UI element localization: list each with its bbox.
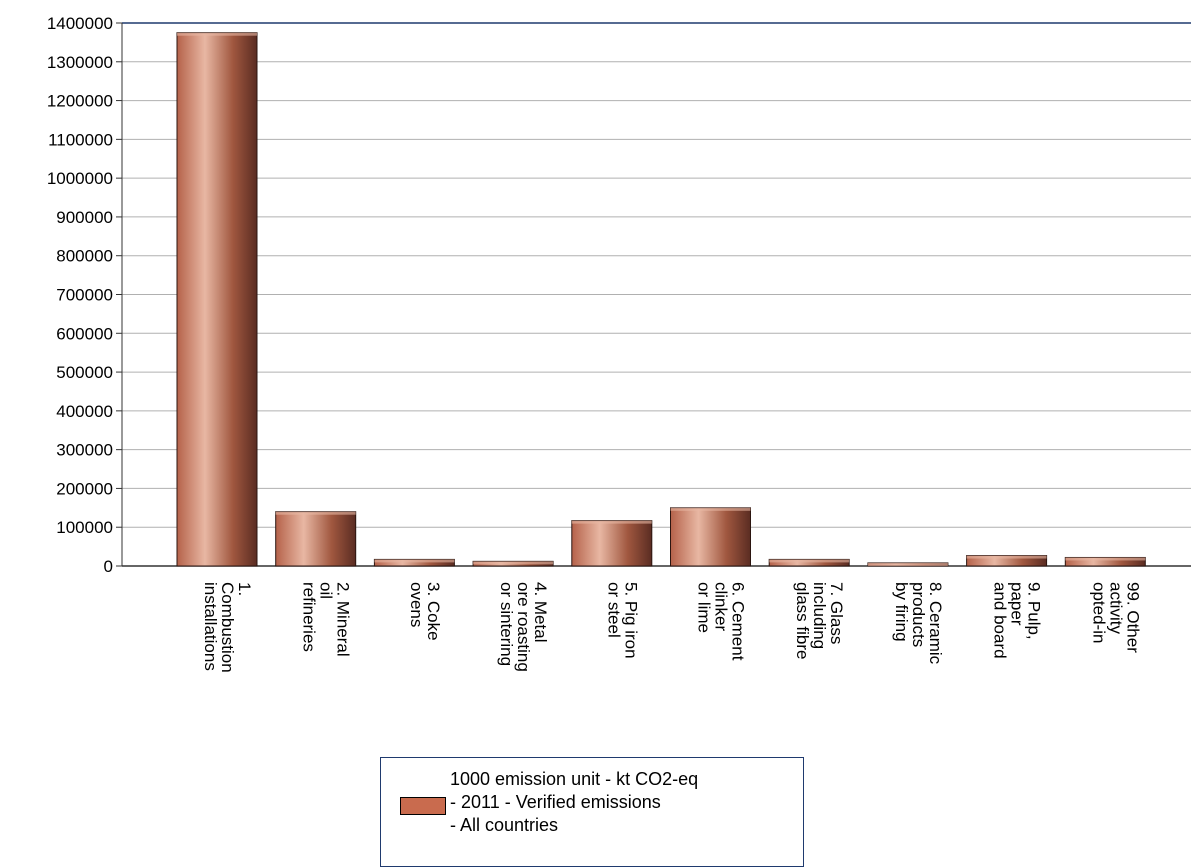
x-category-label-line: ore roasting [514, 582, 533, 672]
x-category-label-line: by firing [892, 582, 911, 642]
bar-top-highlight [473, 561, 554, 565]
legend-swatch [400, 797, 446, 815]
x-category-label-line: 2. Mineral [334, 582, 353, 657]
bar-top-highlight [177, 32, 257, 36]
bars [176, 32, 1146, 567]
bar-top-highlight [571, 520, 652, 524]
x-category-label-line: or steel [604, 582, 623, 638]
x-category-label-line: products [909, 582, 928, 647]
bar-top-highlight [769, 559, 850, 563]
x-category-label-line: paper [1008, 582, 1027, 626]
bar [176, 32, 258, 567]
bar [670, 507, 751, 567]
y-tick-label: 700000 [56, 286, 113, 305]
x-category-label-line: 7. Glass [827, 582, 846, 644]
y-tick-label: 1200000 [47, 92, 113, 111]
x-category-label-line: 5. Pig iron [621, 582, 640, 659]
bar-top-highlight [374, 559, 455, 563]
bar-top-highlight [1065, 557, 1146, 561]
y-axis-tick-labels: 0 100000 200000 300000 400000 500000 600000 700… [47, 14, 113, 576]
y-tick-label: 300000 [56, 441, 113, 460]
bar-top-highlight [867, 562, 948, 566]
legend-line-3: - All countries [450, 815, 559, 835]
x-category-label-line: 6. Cement [729, 582, 748, 661]
x-category-label-line: activity [1106, 582, 1125, 634]
x-category-label-line: refineries [300, 582, 319, 652]
x-category-label-line: 9. Pulp, [1025, 582, 1044, 640]
x-category-label-line: 3. Coke [424, 582, 443, 641]
y-tick-label: 500000 [56, 363, 113, 382]
y-tick-label: 1400000 [47, 14, 113, 33]
y-tick-label: 1300000 [47, 53, 113, 72]
x-category-label-line: Combustion [218, 582, 237, 673]
legend: 1000 emission unit - kt CO2-eq - 2011 - … [380, 757, 804, 867]
x-category-label-line: clinker [712, 582, 731, 631]
y-tick-label: 1100000 [48, 130, 113, 149]
x-category-label-line: 4. Metal [531, 582, 550, 642]
x-category-label-line: glass fibre [793, 582, 812, 659]
x-category-label-line: including [810, 582, 829, 649]
y-tick-label: 600000 [56, 324, 113, 343]
bar-top-highlight [966, 555, 1047, 559]
x-category-label-line: installations [201, 582, 220, 671]
x-category-label-line: or sintering [497, 582, 516, 666]
legend-text: 1000 emission unit - kt CO2-eq - 2011 - … [450, 768, 698, 837]
legend-line-2: - 2011 - Verified emissions [450, 792, 661, 812]
legend-line-1: 1000 emission unit - kt CO2-eq [450, 769, 699, 789]
y-tick-label: 900000 [56, 208, 113, 227]
x-category-label-line: 1. [235, 582, 254, 596]
x-category-label-line: and board [991, 582, 1010, 659]
bar-top-highlight [670, 507, 751, 511]
x-category-label-line: 8. Ceramic [926, 582, 945, 665]
gridlines [122, 22, 1191, 528]
y-tick-label: 100000 [56, 518, 113, 537]
y-tick-label: 0 [104, 557, 113, 576]
bar [275, 511, 357, 567]
x-category-label-line: or lime [695, 582, 714, 633]
y-tick-label: 1000000 [47, 169, 113, 188]
y-tick-label: 800000 [56, 247, 113, 266]
x-category-label-line: 99. Other [1123, 582, 1142, 653]
bar-chart: 0 100000 200000 300000 400000 500000 600000 700… [47, 14, 1191, 673]
x-category-label-line: oil [317, 582, 336, 599]
x-category-label-line: opted-in [1089, 582, 1108, 643]
y-tick-label: 400000 [56, 402, 113, 421]
y-tick-label: 200000 [56, 479, 113, 498]
x-category-label-line: ovens [407, 582, 426, 627]
bar [571, 520, 653, 567]
bar-top-highlight [275, 511, 356, 515]
